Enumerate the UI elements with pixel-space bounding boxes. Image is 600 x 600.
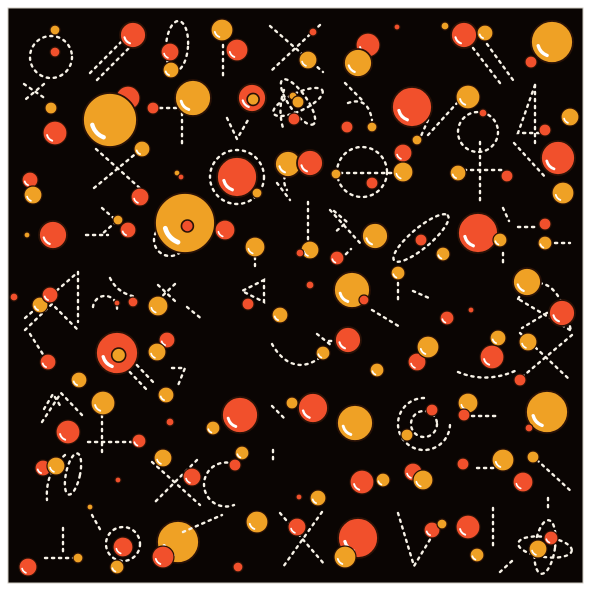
artwork-frame <box>7 7 584 584</box>
abstract-pattern-canvas <box>7 7 584 584</box>
